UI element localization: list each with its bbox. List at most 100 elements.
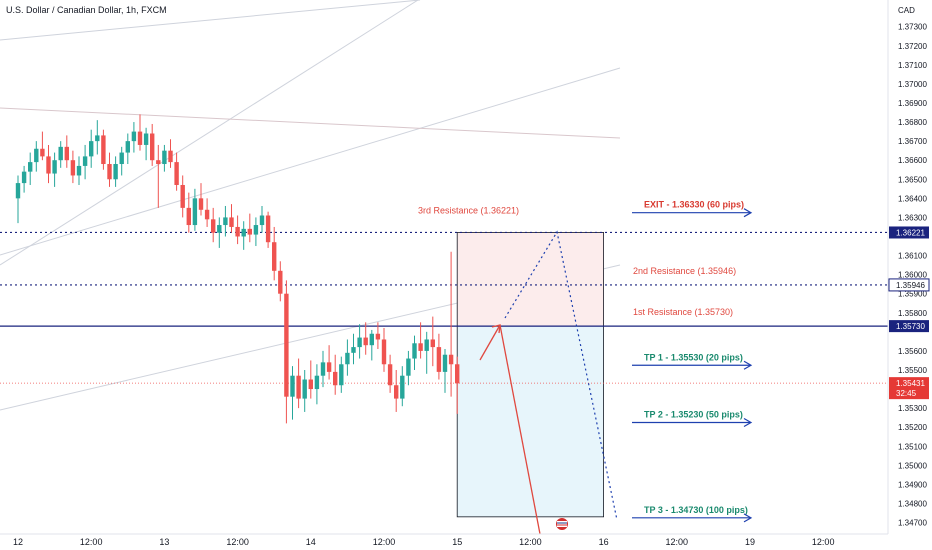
candle[interactable] xyxy=(119,146,124,176)
tp-target-2[interactable]: TP 2 - 1.35230 (50 pips) xyxy=(632,409,753,427)
candle[interactable] xyxy=(400,366,405,407)
candle[interactable] xyxy=(308,360,313,399)
exit-target[interactable]: EXIT - 1.36330 (60 pips) xyxy=(632,200,753,218)
candle[interactable] xyxy=(58,141,63,168)
candle[interactable] xyxy=(333,354,338,395)
candle[interactable] xyxy=(235,215,240,245)
trendlines[interactable] xyxy=(0,0,621,411)
candle-body xyxy=(186,207,191,226)
candle[interactable] xyxy=(424,331,429,374)
candle[interactable] xyxy=(131,122,137,153)
candle[interactable] xyxy=(345,339,350,376)
candle[interactable] xyxy=(339,356,344,393)
candle[interactable] xyxy=(381,328,387,372)
candle[interactable] xyxy=(448,251,454,397)
candle-body xyxy=(101,135,106,165)
box-lower-zone[interactable] xyxy=(456,325,605,518)
candle[interactable] xyxy=(64,135,69,168)
blue-dotted-projection[interactable] xyxy=(504,230,618,521)
candle[interactable] xyxy=(186,192,191,233)
candle[interactable] xyxy=(302,369,307,412)
trendline-upper[interactable] xyxy=(0,0,421,41)
candle[interactable] xyxy=(168,139,173,168)
candle[interactable] xyxy=(180,175,185,218)
candle[interactable] xyxy=(369,329,374,361)
projection-paths[interactable] xyxy=(479,230,618,535)
candle[interactable] xyxy=(21,165,27,193)
candle[interactable] xyxy=(357,324,362,359)
candle[interactable] xyxy=(320,350,326,388)
candle[interactable] xyxy=(70,150,76,184)
candle[interactable] xyxy=(15,175,21,224)
candle[interactable] xyxy=(198,183,204,216)
flag-icon[interactable] xyxy=(556,518,568,530)
candle[interactable] xyxy=(137,114,143,151)
candle[interactable] xyxy=(247,213,252,243)
price-tick: 1.35100 xyxy=(898,442,927,451)
trendline-steep[interactable] xyxy=(0,0,419,266)
candle[interactable] xyxy=(40,131,45,161)
candle[interactable] xyxy=(192,188,198,231)
candle[interactable] xyxy=(272,226,277,281)
candle[interactable] xyxy=(82,144,88,180)
candle[interactable] xyxy=(296,358,301,409)
candle[interactable] xyxy=(278,261,283,302)
candle[interactable] xyxy=(229,204,234,233)
candle[interactable] xyxy=(314,364,320,405)
candle[interactable] xyxy=(89,129,94,168)
candle[interactable] xyxy=(430,316,435,367)
candle[interactable] xyxy=(113,156,118,187)
candle[interactable] xyxy=(265,211,271,248)
candle[interactable] xyxy=(241,221,246,250)
tp-target-1[interactable]: TP 1 - 1.35530 (20 pips) xyxy=(632,352,753,370)
candle[interactable] xyxy=(107,152,112,187)
candle[interactable] xyxy=(217,217,222,248)
red-projection-arrow[interactable] xyxy=(479,324,501,361)
candle[interactable] xyxy=(52,152,57,187)
candle[interactable] xyxy=(351,333,356,365)
candle[interactable] xyxy=(436,333,442,380)
candle[interactable] xyxy=(412,335,417,370)
candle[interactable] xyxy=(46,144,51,184)
candle[interactable] xyxy=(223,205,228,237)
candle[interactable] xyxy=(28,152,33,185)
candle[interactable] xyxy=(387,354,393,393)
target-labels[interactable]: EXIT - 1.36330 (60 pips) TP 1 - 1.35530 (… xyxy=(632,200,753,523)
candle[interactable] xyxy=(418,322,423,359)
candle[interactable] xyxy=(174,152,179,191)
candle[interactable] xyxy=(394,369,399,412)
time-axis[interactable]: 12 12:00 13 12:00 14 12:00 15 12:00 16 12:00 19 12:… xyxy=(0,533,888,547)
candle[interactable] xyxy=(284,280,289,424)
candles[interactable] xyxy=(15,114,460,424)
candle[interactable] xyxy=(125,133,130,165)
candle[interactable] xyxy=(259,205,265,233)
candle[interactable] xyxy=(76,156,82,185)
candle[interactable] xyxy=(101,129,106,170)
tp-target-3[interactable]: TP 3 - 1.34730 (100 pips) xyxy=(632,505,753,523)
candle[interactable] xyxy=(204,198,210,227)
candle[interactable] xyxy=(162,144,167,172)
candle-body xyxy=(168,150,173,163)
trendline-declining[interactable] xyxy=(0,107,621,139)
position-box[interactable] xyxy=(456,232,605,518)
candle[interactable] xyxy=(375,322,381,350)
candle[interactable] xyxy=(363,322,368,355)
candle[interactable] xyxy=(406,350,411,386)
candle[interactable] xyxy=(143,127,149,161)
candle[interactable] xyxy=(156,144,161,208)
candle[interactable] xyxy=(211,207,216,243)
candle[interactable] xyxy=(150,123,155,166)
candle[interactable] xyxy=(455,356,460,414)
box-upper-zone[interactable] xyxy=(456,232,605,327)
candle[interactable] xyxy=(326,345,332,380)
trendline-mid[interactable] xyxy=(0,67,621,256)
candle[interactable] xyxy=(253,217,259,247)
candle[interactable] xyxy=(95,120,100,155)
red-down-line[interactable] xyxy=(499,324,541,535)
price-axis[interactable]: 1.37300 1.37200 1.37100 1.37000 1.36900 1.368… xyxy=(887,0,930,534)
candle[interactable] xyxy=(290,366,295,420)
candle[interactable] xyxy=(34,141,39,172)
candle[interactable] xyxy=(442,349,448,393)
